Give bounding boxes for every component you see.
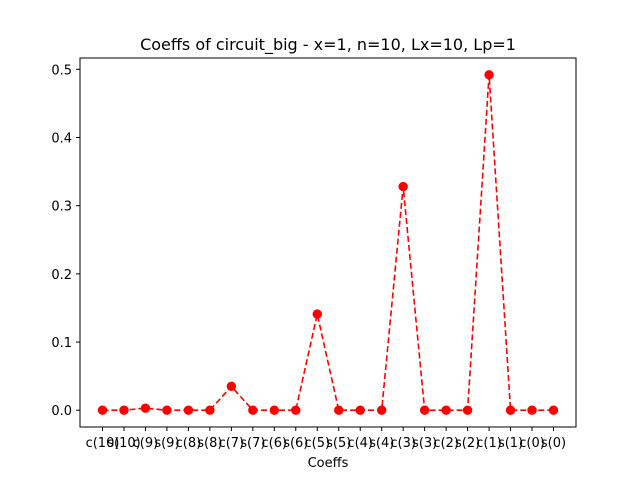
data-point xyxy=(269,405,280,415)
x-tick-label: s(7) xyxy=(240,436,265,451)
y-tick-label: 0.4 xyxy=(51,132,72,147)
x-tick-label: s(1) xyxy=(498,436,523,451)
series-line xyxy=(102,74,554,412)
data-point xyxy=(419,405,430,415)
data-point xyxy=(548,405,559,415)
x-tick-label: c(4) xyxy=(347,436,373,451)
data-point xyxy=(291,405,301,415)
data-point xyxy=(505,405,516,415)
data-point xyxy=(441,405,451,415)
data-point xyxy=(312,309,322,319)
x-axis: c(10)s(10)c(9)s(9)c(8)s(8)c(7)s(7)c(6)s(… xyxy=(86,427,566,451)
x-tick-label: c(7) xyxy=(219,436,245,451)
data-point xyxy=(334,405,344,415)
data-point xyxy=(97,405,108,415)
data-point xyxy=(205,405,215,415)
plot-area xyxy=(97,70,559,415)
data-point xyxy=(527,405,537,415)
data-point xyxy=(376,405,387,415)
x-tick-label: c(6) xyxy=(262,436,288,451)
x-tick-label: c(1) xyxy=(476,436,502,451)
x-tick-label: s(9) xyxy=(154,436,179,451)
y-axis: 0.0 0.1 0.2 0.3 0.4 0.5 xyxy=(51,63,80,419)
y-tick-label: 0.2 xyxy=(51,268,72,283)
x-tick-label: s(4) xyxy=(369,436,394,451)
x-tick-label: c(10) xyxy=(86,436,120,451)
y-tick-label: 0.3 xyxy=(51,200,72,215)
data-point xyxy=(462,405,473,415)
x-axis-label: Coeffs xyxy=(308,456,349,471)
x-tick-label: s(6) xyxy=(283,436,308,451)
data-point xyxy=(248,405,258,415)
x-tick-label: s(8) xyxy=(197,436,222,451)
data-point xyxy=(140,403,151,413)
y-tick-label: 0.1 xyxy=(51,336,72,351)
x-tick-label: c(0) xyxy=(519,436,545,451)
x-tick-label: s(10) xyxy=(107,436,140,451)
data-point xyxy=(398,181,408,192)
data-point xyxy=(355,405,365,415)
x-tick-label: c(9) xyxy=(133,436,159,451)
y-tick-label: 0.0 xyxy=(51,404,72,419)
data-point xyxy=(484,70,494,80)
x-tick-label: s(2) xyxy=(455,436,480,451)
x-tick-label: c(2) xyxy=(433,436,459,451)
x-tick-label: c(3) xyxy=(390,436,416,451)
x-tick-label: c(5) xyxy=(304,436,330,451)
data-point xyxy=(226,381,237,392)
x-tick-label: s(3) xyxy=(412,436,437,451)
data-point xyxy=(183,405,194,415)
axes-frame xyxy=(79,57,577,428)
x-tick-label: s(0) xyxy=(541,436,566,451)
chart-title: Coeffs of circuit_big - x=1, n=10, Lx=10… xyxy=(140,35,516,55)
x-tick-label: c(8) xyxy=(176,436,202,451)
data-point xyxy=(119,405,129,415)
x-tick-label: s(5) xyxy=(326,436,351,451)
y-tick-label: 0.5 xyxy=(51,63,72,78)
data-point xyxy=(162,405,172,415)
